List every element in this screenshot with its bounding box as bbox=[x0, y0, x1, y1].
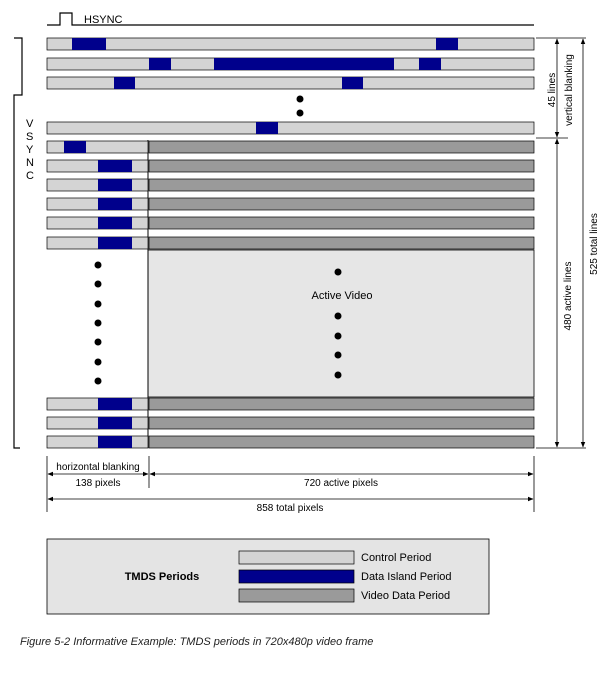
data-island-block bbox=[98, 179, 132, 191]
ellipsis-dot bbox=[334, 371, 342, 379]
active-line bbox=[46, 397, 535, 411]
data-island-block bbox=[419, 58, 441, 70]
active-video-label: Active Video bbox=[312, 290, 373, 302]
video-data-block bbox=[148, 140, 535, 154]
active-line bbox=[46, 236, 535, 250]
ellipsis-dot bbox=[94, 319, 102, 327]
vblank-line bbox=[46, 57, 535, 71]
data-island-block bbox=[98, 198, 132, 210]
svg-text:S: S bbox=[26, 131, 33, 143]
ellipsis-dot bbox=[334, 268, 342, 276]
video-data-block bbox=[148, 216, 535, 230]
hsync-label: HSYNC bbox=[84, 14, 123, 26]
active-pixels-label: 720 active pixels bbox=[304, 478, 378, 489]
video-data-block bbox=[148, 397, 535, 411]
video-data-block bbox=[148, 435, 535, 449]
active-lines-label: 480 active lines bbox=[563, 262, 574, 331]
svg-text:C: C bbox=[26, 170, 34, 182]
hsync-waveform bbox=[47, 12, 534, 26]
vertical-dimensions bbox=[536, 37, 586, 449]
active-line bbox=[46, 178, 535, 192]
active-line bbox=[46, 159, 535, 173]
vblank-line bbox=[46, 76, 535, 90]
vertical-blanking-count-label: 45 lines bbox=[547, 73, 558, 107]
vsync-waveform bbox=[13, 37, 23, 449]
ellipsis-dot bbox=[334, 312, 342, 320]
active-line bbox=[46, 140, 535, 154]
data-island-block bbox=[98, 398, 132, 410]
ellipsis-dot bbox=[94, 358, 102, 366]
blank-pixels-label: 138 pixels bbox=[75, 478, 120, 489]
horizontal-blanking-label: horizontal blanking bbox=[56, 462, 139, 473]
legend-label-video: Video Data Period bbox=[361, 590, 450, 602]
legend-label-control: Control Period bbox=[361, 552, 431, 564]
data-island-block bbox=[98, 436, 132, 448]
total-lines-label: 525 total lines bbox=[589, 213, 600, 275]
data-island-block bbox=[214, 58, 394, 70]
data-island-block bbox=[98, 160, 132, 172]
vertical-blanking-label: vertical blanking bbox=[564, 54, 575, 126]
data-island-block bbox=[256, 122, 278, 134]
data-island-block bbox=[114, 77, 135, 89]
ellipsis-dot bbox=[94, 377, 102, 385]
video-data-block bbox=[148, 197, 535, 211]
data-island-block bbox=[64, 141, 86, 153]
vertical-blanking-lines bbox=[46, 37, 535, 135]
active-line bbox=[46, 216, 535, 230]
legend-swatch-data-island bbox=[238, 569, 355, 584]
ellipsis-dot bbox=[94, 300, 102, 308]
vblank-line bbox=[46, 37, 535, 51]
total-pixels-label: 858 total pixels bbox=[257, 503, 324, 514]
figure-caption: Figure 5-2 Informative Example: TMDS per… bbox=[20, 636, 374, 648]
active-line bbox=[46, 416, 535, 430]
legend: TMDS Periods Control Period Data Island … bbox=[46, 538, 490, 615]
data-island-block bbox=[98, 237, 132, 249]
ellipsis-dot bbox=[296, 109, 304, 117]
svg-text:V: V bbox=[26, 118, 34, 130]
video-data-block bbox=[148, 159, 535, 173]
ellipsis-dot bbox=[94, 280, 102, 288]
vsync-label: V S Y N C bbox=[26, 118, 34, 182]
data-island-block bbox=[72, 38, 106, 50]
legend-label-data-island: Data Island Period bbox=[361, 571, 452, 583]
active-lines: Active Video bbox=[46, 140, 535, 449]
ellipsis-dot bbox=[334, 332, 342, 340]
video-data-block bbox=[148, 416, 535, 430]
data-island-block bbox=[342, 77, 363, 89]
active-line bbox=[46, 435, 535, 449]
legend-swatch-control bbox=[238, 550, 355, 565]
data-island-block bbox=[98, 217, 132, 229]
ellipsis-dot bbox=[296, 95, 304, 103]
svg-text:Y: Y bbox=[26, 144, 34, 156]
active-line bbox=[46, 197, 535, 211]
data-island-block bbox=[149, 58, 171, 70]
active-video-region bbox=[147, 249, 535, 398]
ellipsis-dot bbox=[334, 351, 342, 359]
video-data-block bbox=[148, 236, 535, 250]
data-island-block bbox=[436, 38, 458, 50]
horizontal-dimensions bbox=[46, 456, 535, 512]
ellipsis-dot bbox=[94, 261, 102, 269]
svg-text:N: N bbox=[26, 157, 34, 169]
data-island-block bbox=[98, 417, 132, 429]
vblank-line bbox=[46, 121, 535, 135]
legend-swatch-video bbox=[238, 588, 355, 603]
ellipsis-dot bbox=[94, 338, 102, 346]
video-data-block bbox=[148, 178, 535, 192]
legend-title: TMDS Periods bbox=[125, 571, 200, 583]
